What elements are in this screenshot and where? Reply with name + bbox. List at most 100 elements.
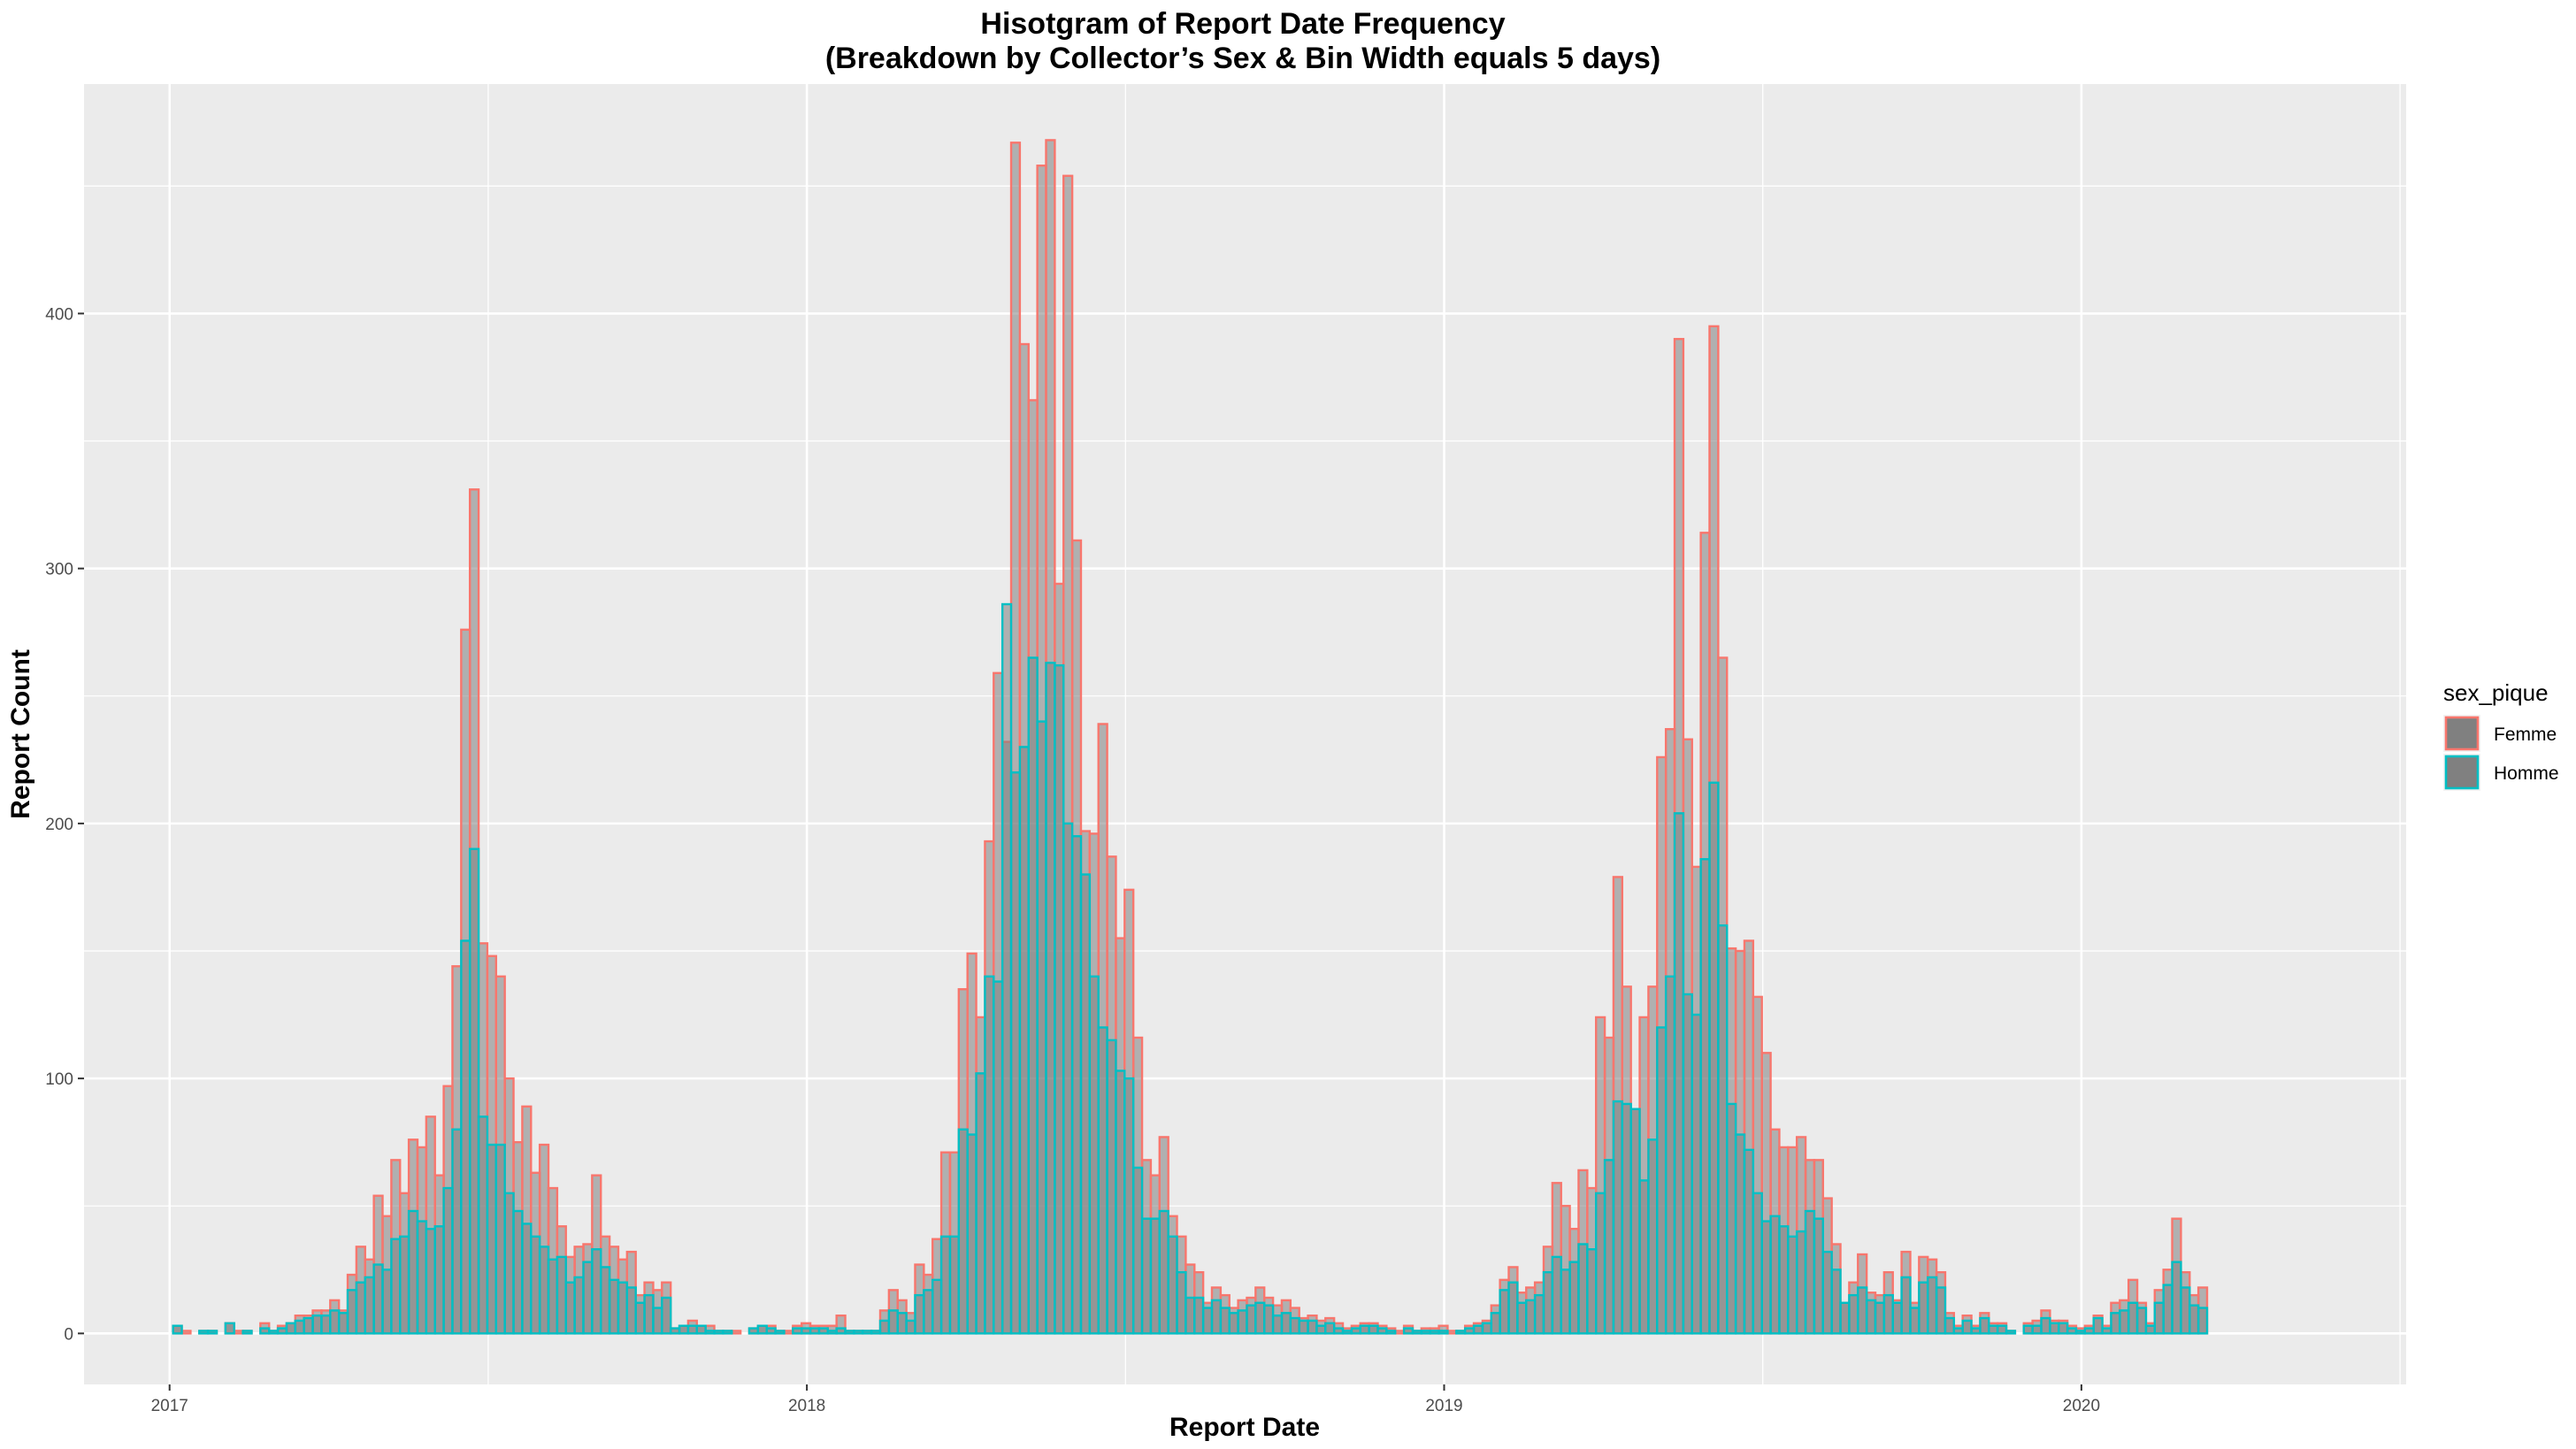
y-tick-label: 100 [45,1070,73,1089]
bar-homme [303,1316,314,1335]
bar-homme [2040,1316,2051,1335]
bar-femme [233,1330,244,1335]
bar-homme [1254,1301,1266,1335]
bar-homme [2031,1324,2043,1335]
bar-homme [774,1330,786,1335]
bar-homme [538,1246,550,1335]
bar-homme [1621,1102,1632,1335]
series-homme-bars [172,602,2209,1335]
bar-homme [355,1281,366,1335]
legend-key-femme [2444,716,2480,751]
bar-homme [817,1327,829,1335]
bar-homme [1123,1077,1135,1335]
bar-homme [1429,1330,1440,1335]
bar-homme [686,1324,698,1335]
bar-homme [1961,1319,1973,1335]
bar-homme [993,980,1004,1335]
bar-homme [678,1324,690,1335]
bar-homme [905,1319,916,1335]
bar-homme [1307,1319,1318,1335]
bar-homme [591,1248,602,1335]
bar-homme [669,1327,681,1335]
bar-homme [1743,1148,1755,1335]
y-tick-label: 0 [64,1325,73,1344]
bar-femme [1446,1330,1458,1335]
bar-homme [2180,1286,2191,1335]
bar-homme [1813,1217,1824,1335]
bar-homme [1970,1327,1982,1335]
bar-homme [2074,1330,2087,1335]
bar-homme [975,1072,986,1335]
bar-homme [2022,1324,2034,1335]
y-tick-label: 300 [45,561,73,579]
bar-homme [1734,1133,1746,1335]
bar-homme [1079,873,1092,1335]
bar-homme [460,939,472,1335]
bar-homme [1726,1102,1737,1335]
bar-homme [765,1327,777,1335]
x-axis: 2017 2018 2019 2020 [151,1384,2100,1415]
bar-homme [1490,1312,1501,1335]
x-axis-title: Report Date [1169,1413,1320,1442]
bar-homme [870,1330,882,1335]
bar-homme [1560,1269,1571,1335]
bar-homme [1996,1324,2008,1335]
bar-homme [1603,1159,1615,1335]
bar-homme [862,1330,873,1335]
bar-homme [1533,1293,1545,1335]
y-axis: 0 100 200 300 400 [45,305,84,1344]
bar-homme [1516,1301,1528,1335]
bar-homme [1070,835,1083,1335]
bar-homme [1830,1269,1842,1335]
bar-homme [172,1324,183,1335]
bar-homme [1219,1307,1230,1335]
bar-homme [1481,1322,1492,1335]
y-tick-label: 200 [45,816,73,834]
legend-label-femme: Femme [2494,724,2557,745]
bar-homme [1176,1270,1187,1335]
bar-homme [878,1319,891,1335]
bar-homme [1595,1192,1606,1335]
bar-homme [399,1235,410,1335]
bar-homme [2101,1327,2112,1335]
bar-homme [1246,1304,1257,1335]
bar-femme [180,1330,192,1335]
bar-homme [1699,858,1711,1335]
bar-homme [1682,993,1693,1335]
bar-homme [1787,1235,1798,1335]
bar-homme [1804,1209,1816,1335]
bar-homme [1097,1026,1108,1335]
bar-homme [1054,663,1065,1335]
bar-homme [1848,1293,1859,1335]
bar-homme [1638,1179,1650,1335]
bar-homme [1472,1324,1484,1335]
bar-homme [600,1266,611,1335]
bar-homme [661,1296,672,1335]
bar-homme [1289,1316,1300,1335]
bar-homme [407,1209,419,1335]
bar-homme [564,1281,576,1335]
bar-homme [1376,1327,1388,1335]
bar-homme [617,1281,629,1335]
bar-homme [826,1330,838,1335]
bar-homme [1673,812,1685,1335]
bar-homme [1000,602,1013,1335]
bar-homme [433,1225,445,1335]
bar-homme [337,1312,349,1335]
bar-homme [1455,1330,1467,1335]
bar-homme [1891,1301,1903,1335]
bar-homme [1944,1316,1956,1335]
bar-homme [512,1209,524,1335]
bar-homme [1909,1307,1920,1335]
bar-homme [2171,1261,2182,1335]
bar-homme [643,1293,655,1335]
bar-homme [1088,975,1100,1335]
bar-homme [966,1133,978,1335]
bar-homme [1149,1217,1161,1335]
bar-homme [1438,1330,1449,1335]
bar-homme [285,1322,297,1335]
bar-homme [1952,1327,1964,1335]
bar-homme [1201,1307,1214,1335]
bar-homme [2110,1312,2121,1335]
legend-label-homme: Homme [2494,763,2559,784]
